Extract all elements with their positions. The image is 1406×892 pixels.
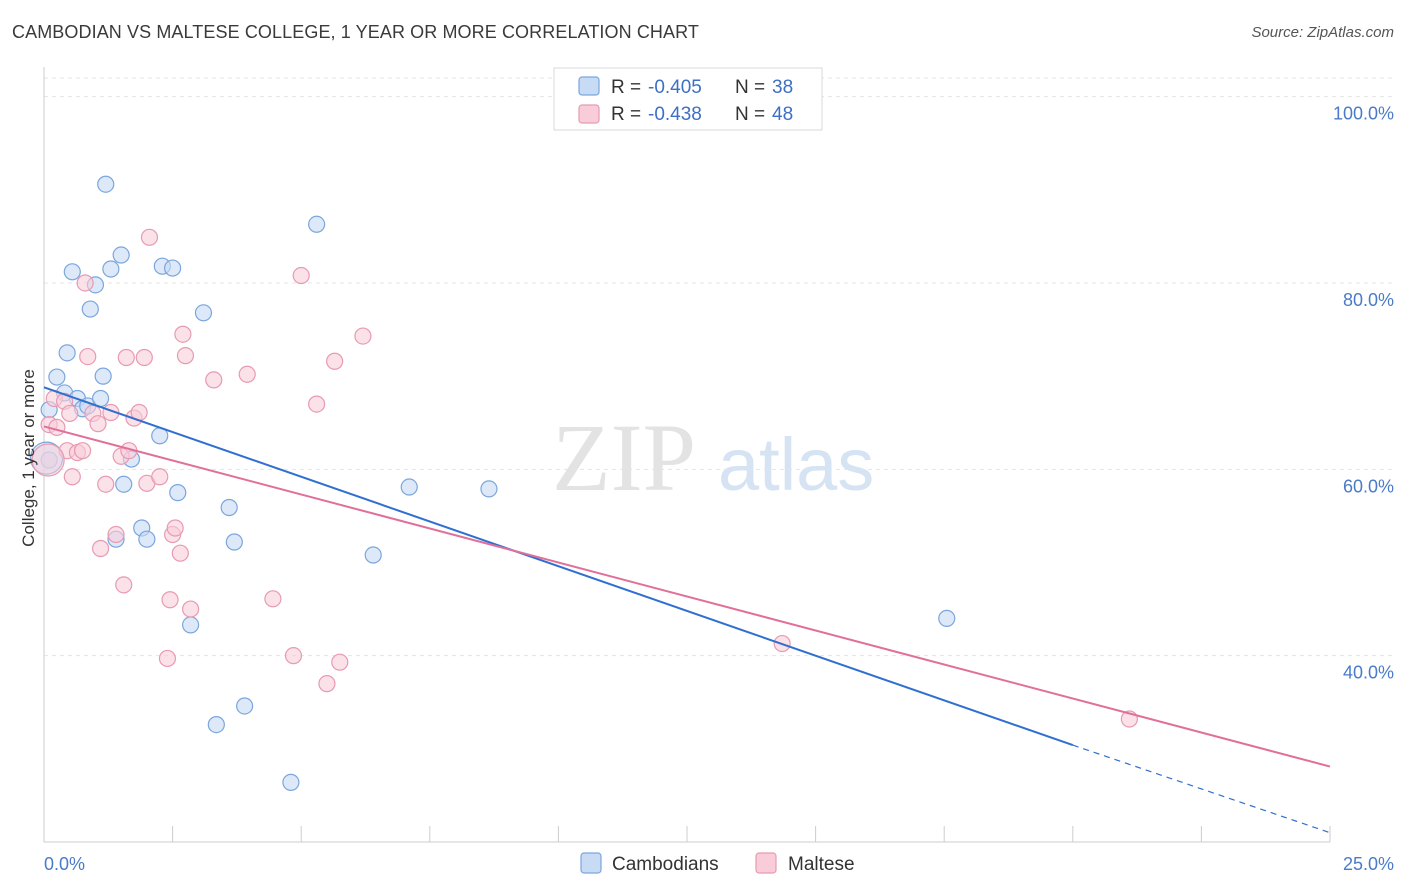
legend-swatch-maltese [578,104,600,124]
cambodians-point [182,616,200,634]
legend-n-label-maltese: N = [735,104,765,125]
cambodians-point [220,498,238,517]
correlation-legend: R = -0.405 N = 38 R = -0.438 N = 48 [553,67,823,131]
cambodians-point [282,773,300,791]
cambodians-point [938,609,956,627]
data-points [29,175,1138,791]
maltese-point [284,647,303,665]
chart-title: CAMBODIAN VS MALTESE COLLEGE, 1 YEAR OR … [12,22,700,42]
legend-r-value-cambodians: -0.405 [648,77,702,98]
series-legend-label-cambodians: Cambodians [612,854,719,875]
maltese-point [107,525,125,544]
watermark-atlas: atlas [718,423,874,506]
series-legend-swatch-maltese [755,852,777,874]
maltese-point [89,415,107,433]
legend-r-label-cambodians: R = [611,77,641,98]
maltese-point [176,347,195,365]
trend-lines [43,386,1331,834]
maltese-point [140,228,159,246]
maltese-point [158,649,177,668]
cambodians-point [164,259,182,277]
maltese-point [308,395,326,413]
watermark-zip: ZIP [552,404,696,511]
cambodians-point [169,484,187,502]
legend-r-value-maltese: -0.438 [648,104,702,125]
maltese-point [174,325,192,343]
trend-line-maltese [43,425,1331,768]
cambodians-point [115,475,133,493]
cambodians-point [102,260,120,278]
maltese-point [292,266,310,285]
maltese-point [79,347,97,366]
cambodians-point [63,263,81,281]
maltese-point [331,653,349,671]
maltese-point [91,539,110,558]
cambodians-point [58,344,76,362]
cambodians-point [207,716,225,734]
maltese-point [61,404,79,423]
maltese-point [171,544,189,562]
maltese-point [31,443,65,477]
maltese-point [135,348,153,367]
cambodians-point [48,368,66,386]
maltese-point [318,675,336,693]
cambodians-point [236,697,254,715]
cambodians-point [225,533,243,551]
legend-n-value-cambodians: 38 [772,77,793,98]
cambodians-point [94,367,112,385]
y-tick-label: 40.0% [1343,663,1394,683]
maltese-point [115,576,133,594]
cambodians-point [308,215,326,233]
cambodians-point [112,246,130,264]
y-tick-label: 60.0% [1343,476,1394,496]
maltese-point [73,442,92,460]
maltese-point [182,600,200,618]
series-legend: Cambodians Maltese [580,852,855,875]
maltese-point [161,591,179,609]
cambodians-point [400,478,418,496]
maltese-point [205,371,223,389]
trend-line-cambodians [43,386,1074,747]
series-legend-swatch-cambodians [580,852,602,874]
source-credit: Source: ZipAtlas.com [1251,24,1394,41]
maltese-point [76,274,94,292]
cambodians-point [81,300,99,318]
y-tick-label: 100.0% [1333,104,1394,124]
cambodians-point [97,175,115,193]
maltese-point [97,475,115,493]
cambodians-point [480,480,498,498]
maltese-point [63,468,81,486]
legend-n-value-maltese: 48 [772,104,793,125]
maltese-point [166,519,184,537]
x-tick-label-max: 25.0% [1343,854,1394,874]
maltese-point [264,590,282,608]
legend-r-label-maltese: R = [611,104,641,125]
maltese-point [326,352,344,370]
maltese-point [151,468,169,486]
maltese-point [238,365,256,383]
y-tick-label: 80.0% [1343,290,1394,310]
x-tick-label-min: 0.0% [44,854,85,874]
trend-line-cambodians-extrapolated [1072,744,1331,834]
series-legend-label-maltese: Maltese [788,854,855,875]
legend-swatch-cambodians [578,76,600,96]
maltese-point [354,327,372,345]
cambodians-point [194,304,213,322]
y-axis-label: College, 1 year or more [19,369,38,547]
cambodians-point [138,530,156,548]
cambodians-point [364,546,382,564]
maltese-point [117,348,135,367]
legend-n-label-cambodians: N = [735,77,765,98]
